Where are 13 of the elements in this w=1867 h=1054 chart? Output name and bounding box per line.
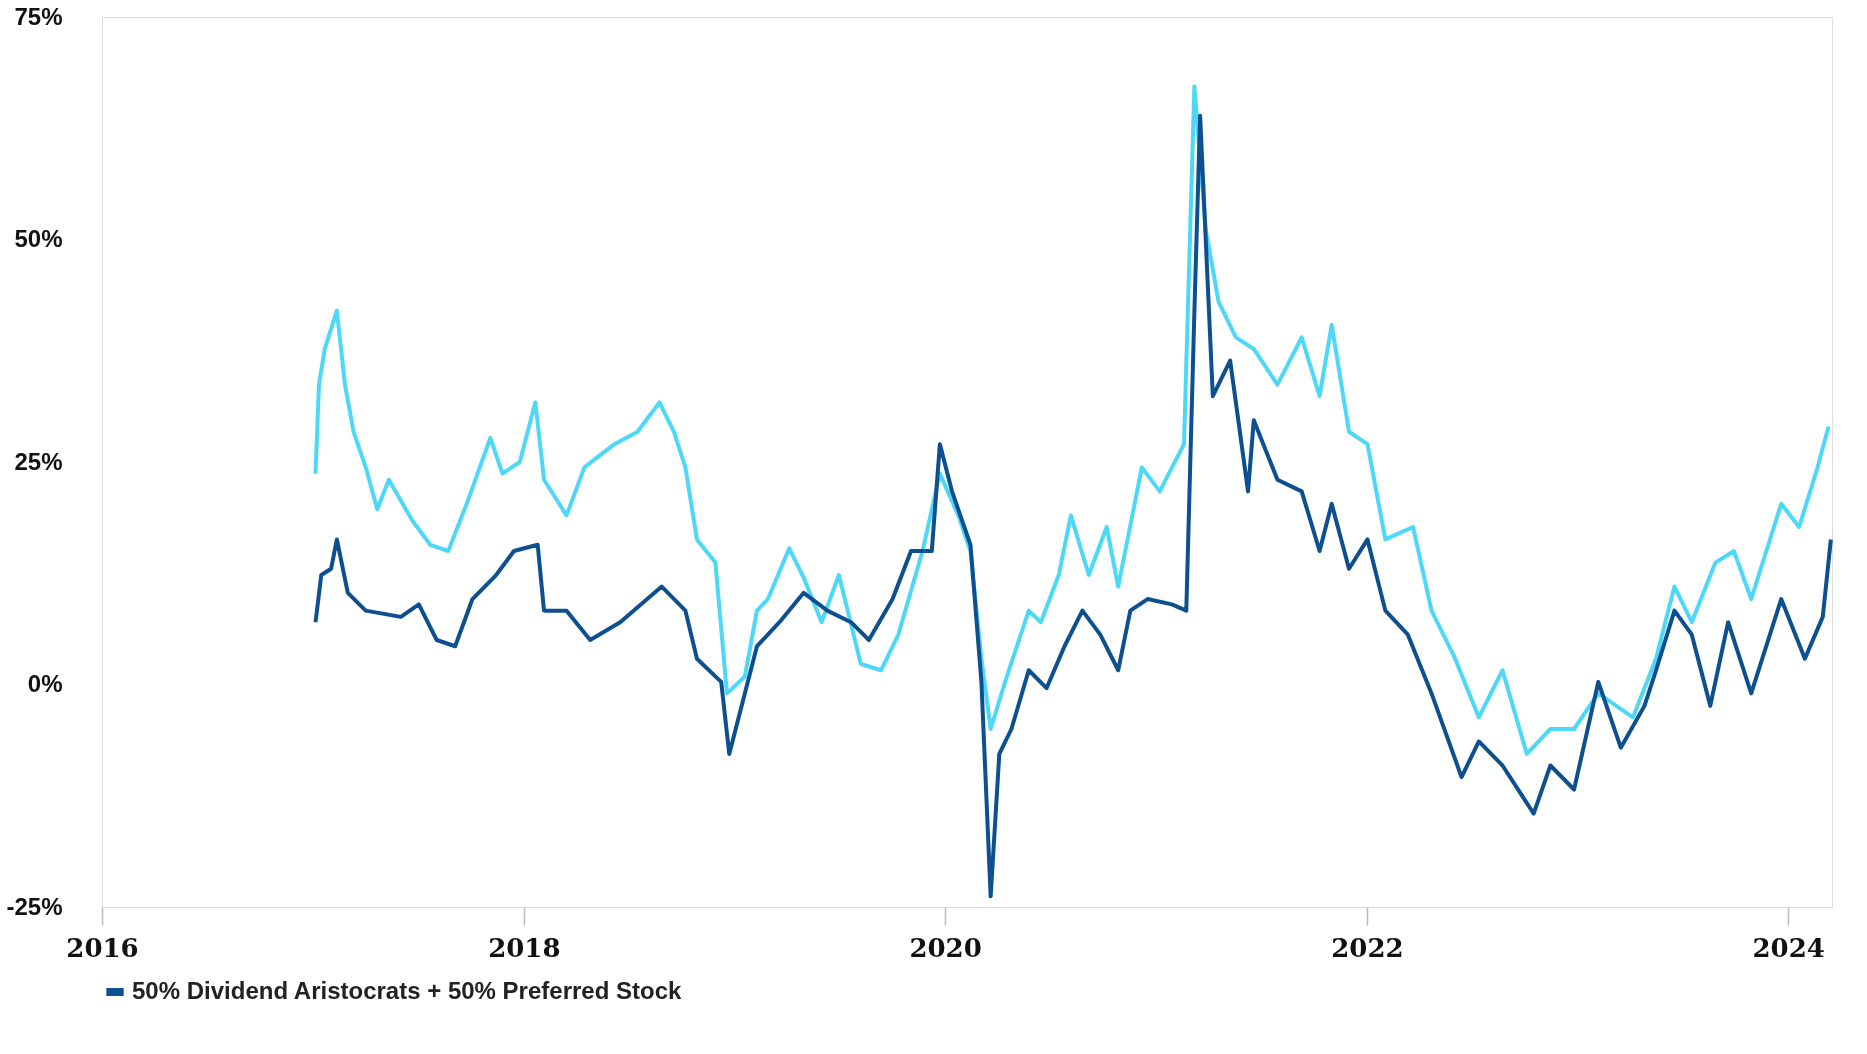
x-tick-label: 2016 (66, 932, 139, 963)
y-tick-label: -25% (6, 892, 63, 920)
line-series (313, 113, 1833, 899)
x-tick-label: 2018 (488, 932, 561, 963)
legend-label: 50% Dividend Aristocrats + 50% Preferred Stock (132, 977, 682, 1004)
line-series (313, 84, 1831, 756)
y-tick-label: 50% (14, 225, 63, 252)
y-tick-label: 75% (14, 2, 63, 30)
y-tick-label: 0% (27, 670, 63, 697)
x-tick-label: 2022 (1331, 932, 1404, 963)
x-tick-label: 2024 (1752, 932, 1825, 963)
x-tick-label: 2020 (909, 932, 982, 963)
y-tick-label: 25% (14, 447, 63, 475)
